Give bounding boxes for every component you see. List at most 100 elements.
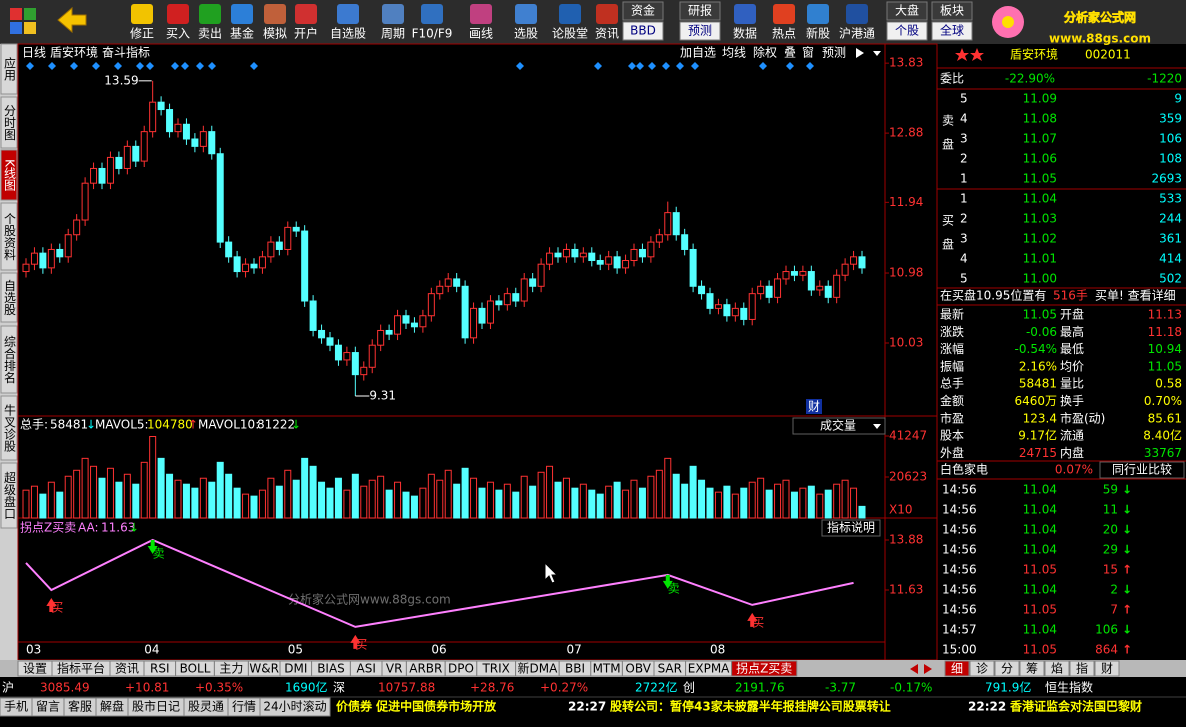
indicator-help[interactable]: 指标说明 (827, 520, 875, 535)
bottom-tab-label[interactable]: EXPMA (688, 662, 730, 676)
right-tab-label[interactable]: 诊 (976, 662, 988, 676)
toolbar-small-label[interactable]: BBD (630, 24, 656, 38)
toolbar-small-label[interactable]: 全球 (940, 23, 964, 38)
chart-header-button[interactable]: 均线 (722, 46, 746, 60)
side-tab-label[interactable]: 牛叉诊股 (3, 403, 17, 453)
bottom-tab-label[interactable]: BOLL (180, 662, 211, 676)
right-tab[interactable] (944, 660, 970, 677)
toolbar-button[interactable]: 新股 (806, 26, 830, 41)
toolbar-small-button[interactable] (679, 1, 721, 21)
toolbar-small-button[interactable] (622, 21, 664, 41)
bottom-tab-label[interactable]: VR (386, 662, 403, 676)
toolbar-small-button[interactable] (931, 21, 973, 41)
side-tab-label[interactable]: 分时图 (3, 104, 17, 140)
bottom-tab-label[interactable]: MTM (593, 662, 621, 676)
bottom-tab-label[interactable]: ASI (357, 662, 376, 676)
right-tab-label[interactable]: 细 (951, 662, 963, 676)
side-tab-label[interactable]: 应用 (3, 56, 17, 82)
toolbar-button[interactable]: 资讯 (595, 27, 619, 41)
bottom-tab-label[interactable]: BBI (565, 662, 585, 676)
indicator-help-button[interactable] (821, 519, 881, 537)
news-tab-label[interactable]: 股市日记 (132, 699, 180, 714)
toolbar-small-label[interactable]: 预测 (688, 24, 712, 38)
toolbar-icon[interactable] (596, 4, 618, 24)
toolbar-icon[interactable] (773, 4, 795, 24)
side-tab[interactable] (0, 43, 18, 95)
toolbar-icon[interactable] (131, 4, 153, 24)
chart-header-button[interactable]: 叠 (784, 46, 796, 60)
side-tab[interactable] (0, 202, 18, 271)
bottom-tab-label[interactable]: RSI (150, 662, 170, 676)
toolbar-icon[interactable] (167, 4, 189, 24)
side-tab[interactable] (0, 462, 18, 529)
chart-header-button[interactable]: 预测 (822, 46, 846, 60)
toolbar-small-label[interactable]: 资金 (631, 3, 655, 18)
toolbar-icon[interactable] (295, 4, 317, 24)
side-tab[interactable] (0, 325, 18, 394)
news-tab-label[interactable]: 客服 (68, 699, 92, 714)
toolbar-small-label[interactable]: 板块 (940, 4, 964, 18)
toolbar-button[interactable]: 选股 (514, 27, 538, 41)
chart-header-button[interactable]: 加自选 (680, 46, 716, 60)
right-tab-label[interactable]: 指 (1076, 661, 1088, 676)
right-tab-label[interactable]: 财 (1101, 662, 1113, 676)
side-tab-label[interactable]: K线图 (3, 159, 17, 191)
bottom-tab-label[interactable]: 资讯 (115, 662, 139, 676)
toolbar-icon[interactable] (421, 4, 443, 24)
toolbar-icon[interactable] (337, 4, 359, 24)
news-headline[interactable]: 股转公司：暂停43家未披露半年报挂牌公司股票转让 (610, 699, 891, 714)
toolbar-button[interactable]: 论股堂 (552, 27, 588, 41)
bottom-tab-label[interactable]: OBV (625, 662, 651, 676)
chart-header-button[interactable]: 窗 (802, 46, 814, 60)
toolbar-button[interactable]: 模拟 (263, 27, 287, 41)
bottom-tab-label[interactable]: ARBR (409, 662, 442, 676)
bottom-tab-label[interactable]: 指标平台 (57, 661, 105, 676)
toolbar-icon[interactable] (734, 4, 756, 24)
right-tab-label[interactable]: 分 (1001, 662, 1013, 676)
toolbar-button[interactable]: 周期 (381, 27, 405, 41)
toolbar-icon[interactable] (470, 4, 492, 24)
toolbar-icon[interactable] (515, 4, 537, 24)
right-tab[interactable] (969, 660, 995, 677)
toolbar-button[interactable]: 卖出 (198, 27, 222, 41)
toolbar-small-button[interactable] (622, 1, 664, 21)
news-tab-label[interactable]: 手机 (4, 700, 28, 714)
chart-header-button[interactable]: 除权 (753, 45, 777, 60)
toolbar-button[interactable]: 自选股 (330, 27, 366, 41)
toolbar-icon[interactable] (807, 4, 829, 24)
industry-compare[interactable]: 同行业比较 (1112, 462, 1172, 477)
bottom-tab-label[interactable]: TRIX (481, 662, 509, 676)
right-tab-label[interactable]: 筹 (1026, 662, 1038, 676)
toolbar-small-button[interactable] (679, 21, 721, 41)
big-order-link[interactable]: 买单! 查看详细 (1095, 288, 1176, 303)
bottom-tab-label[interactable]: BIAS (317, 662, 345, 676)
toolbar-button[interactable]: 热点 (772, 27, 796, 41)
side-tab-label[interactable]: 个股资料 (3, 212, 17, 260)
back-button[interactable] (57, 6, 87, 34)
toolbar-button[interactable]: 基金 (230, 26, 254, 41)
bottom-tab-label[interactable]: DPO (448, 662, 474, 676)
toolbar-button[interactable]: 沪港通 (839, 27, 875, 41)
right-tab[interactable] (1044, 660, 1070, 677)
right-tab-label[interactable]: 焰 (1051, 661, 1063, 676)
toolbar-small-label[interactable]: 大盘 (895, 3, 919, 18)
toolbar-icon[interactable] (559, 4, 581, 24)
side-tab-label[interactable]: 超级盘口 (3, 470, 17, 519)
toolbar-small-label[interactable]: 研报 (688, 3, 712, 18)
toolbar-small-button[interactable] (886, 1, 928, 21)
news-tab-label[interactable]: 24小时滚动 (263, 699, 326, 714)
side-tab[interactable] (0, 272, 18, 323)
side-tab-label[interactable]: 综合排名 (3, 335, 17, 383)
toolbar-button[interactable]: 开户 (294, 26, 318, 41)
toolbar-button[interactable]: 数据 (733, 26, 757, 41)
toolbar-small-button[interactable] (886, 21, 928, 41)
toolbar-button[interactable]: F10/F9 (412, 27, 453, 41)
right-tab[interactable] (1019, 660, 1045, 677)
right-tab[interactable] (994, 660, 1020, 677)
toolbar-icon[interactable] (382, 4, 404, 24)
news-tab-label[interactable]: 股灵通 (188, 700, 224, 714)
toolbar-button[interactable]: 修正 (130, 26, 154, 41)
right-tab[interactable] (1094, 660, 1120, 677)
side-tab[interactable] (0, 395, 18, 461)
volume-selector[interactable] (792, 417, 886, 435)
